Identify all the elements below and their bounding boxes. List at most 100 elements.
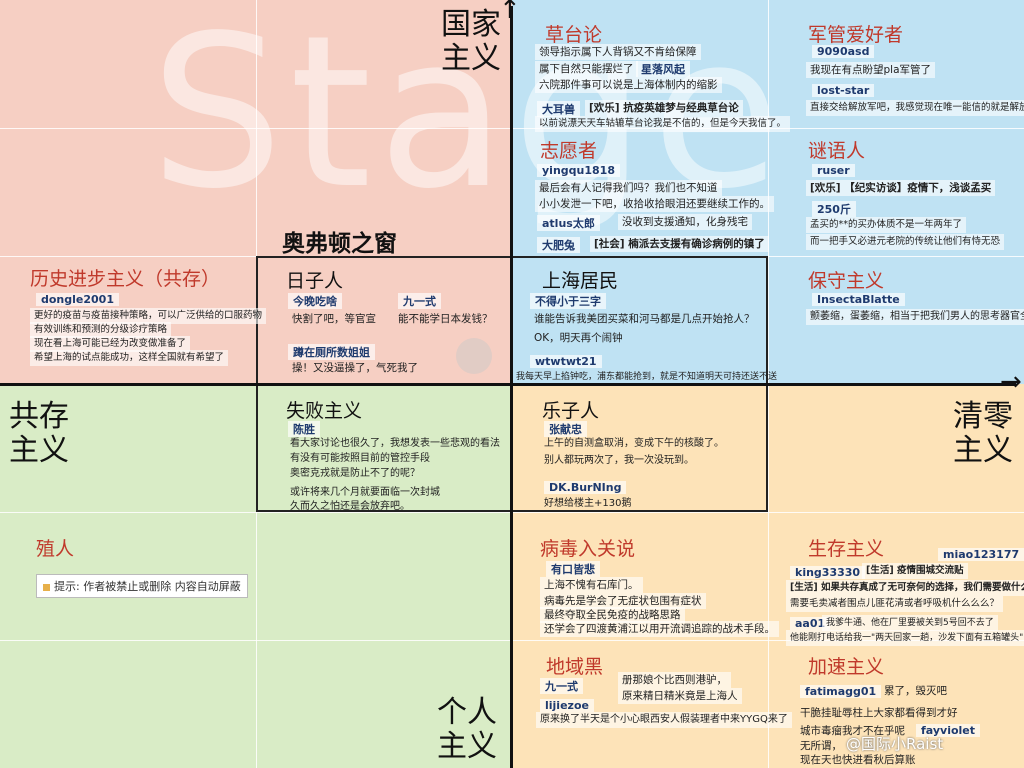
quote-text: 现在看上海可能已经为改变做准备了 (30, 336, 191, 352)
section-title-daily: 日子人 (286, 270, 344, 292)
axis-label-right: 清零主义 (953, 399, 1013, 468)
username: 蹲在厕所数姐姐 (288, 344, 375, 360)
axis-label-bottom: 个人主义 (437, 695, 497, 764)
quote-text: 属下自然只能摆烂了 (535, 61, 638, 77)
quote-text: 无所谓， (800, 740, 842, 752)
quote-text: 谁能告诉我美团买菜和河马都是几点开始抢人？ (534, 313, 755, 325)
username: fatimagg01 (800, 685, 882, 698)
quote-text: 上海不愧有石库门。 (540, 577, 643, 593)
quote-text: 我每天早上掐钟吃，浦东都能抢到，就是不知道明天可持还送不送 (516, 372, 778, 382)
post-title: [欢乐] 抗疫英雄梦与经典草台论 (585, 100, 743, 116)
quote-text: 或许将来几个月就要面临一次封城 (290, 487, 440, 498)
username: 大肥兔 (537, 237, 580, 253)
quote-text: 以前说漂天天车轱辘草台论我是不信的，但是今天我信了。 (535, 116, 791, 132)
quote-text: 直接交给解放军吧，我感觉现在唯一能信的就是解放军了 (806, 100, 1024, 116)
username: fayviolet (916, 724, 981, 737)
quote-text: 快割了吧，等官宣 (292, 313, 376, 325)
username: wtwtwt21 (530, 355, 602, 368)
quote-text: 干脆挂耻辱柱上大家都看得到才好 (800, 707, 958, 719)
username: ruser (812, 164, 855, 177)
quote-text: 没收到支援通知，化身残宅 (618, 214, 752, 230)
quote-text: [社会] 楠派去支援有确诊病例的镇了 (590, 236, 769, 252)
username: aa01 (790, 617, 831, 630)
username: yingqu1818 (537, 164, 620, 177)
quote-text: 久而久之怕还是会放弃吧。 (290, 501, 410, 512)
username: 250斤 (812, 201, 856, 217)
section-title-region: 地域黑 (546, 656, 604, 678)
quote-text: 孟买的**的买办体质不是一年两年了 (806, 217, 967, 233)
quote-text: 有效训练和预测的分级诊疗策略 (30, 322, 172, 338)
quote-text: 还学会了四渡黄浦江以用开流调追踪的战术手段。 (540, 621, 779, 637)
username: 今晚吃啥 (288, 293, 342, 309)
section-title-history: 历史进步主义（共存） (30, 268, 221, 290)
axis-label-top: 国家主义 (441, 7, 501, 76)
username: king33330 (790, 566, 866, 579)
username: 陈胜 (288, 421, 320, 437)
tip-text: 提示: 作者被禁止或删除 内容自动屏蔽 (54, 580, 241, 593)
quote-text: 小小发泄一下吧，收拾收拾眼泪还要继续工作的。 (535, 196, 774, 212)
username: 有口皆悲 (546, 561, 600, 577)
quote-text: 领导指示属下人背锅又不肯给保障 (535, 44, 701, 60)
quote-text: 有没有可能按照目前的管控手段 (290, 453, 430, 464)
username: 不得小于三字 (530, 293, 606, 309)
emblem-icon (456, 338, 492, 374)
section-title-military: 军管爱好者 (808, 24, 904, 46)
axis-label-left: 共存主义 (9, 399, 69, 468)
username: 9090asd (812, 45, 875, 58)
username: dongle2001 (36, 293, 119, 306)
username: miao123177 (938, 548, 1024, 561)
up-arrow-icon: ↑ (499, 0, 521, 25)
username: 星落风起 (636, 61, 690, 77)
quote-text: 看大家讨论也很久了，我想发表一些悲观的看法 (290, 438, 500, 449)
quote-text: OK，明天再个闹钟 (534, 332, 623, 344)
username: 九一式 (398, 293, 441, 309)
quote-text: 操！又没逼操了，气死我了 (292, 362, 418, 374)
username: 张献忠 (544, 421, 587, 437)
info-icon (43, 583, 50, 591)
quote-text: 六院那件事可以说是上海体制内的缩影 (535, 77, 722, 93)
section-title-riddle: 谜语人 (808, 140, 866, 162)
quote-text: 病毒先是学会了无症状包围有症状 (540, 593, 706, 609)
section-title-colonial: 殖人 (36, 538, 75, 560)
post-title: [欢乐] 【纪实访谈】疫情下，浅谈孟买 (806, 180, 996, 196)
section-title-survival: 生存主义 (808, 538, 885, 560)
quote-text: 现在天也快进看秋后算账 (800, 754, 916, 766)
username: DK.BurNIng (544, 481, 627, 494)
quote-text: 而一把手又必进元老院的传统让他们有恃无恐 (806, 234, 1005, 250)
blocked-content-tip: 提示: 作者被禁止或删除 内容自动屏蔽 (36, 574, 248, 598)
quote-text: 他能刚打电话给我一"两天回家一趟，沙发下面有五箱罐头" (786, 630, 1024, 646)
quote-text: 上午的自测盒取消，变成下午的核酸了。 (544, 438, 724, 449)
section-title-accel: 加速主义 (808, 656, 885, 678)
quote-text: 好想给楼主+130鹅 (544, 498, 632, 509)
horizontal-axis (0, 383, 1016, 386)
username: 大耳兽 (537, 101, 580, 117)
section-title-volunteer: 志愿者 (540, 140, 598, 162)
username: InsectaBlatte (812, 293, 905, 306)
overton-window-title: 奥弗顿之窗 (282, 231, 397, 257)
quote-text: 我爹牛通、他在厂里要被关到5号回不去了 (822, 615, 998, 631)
quote-text: 累了，毁灭吧 (884, 685, 947, 697)
quote-text: 最终夺取全民免疫的战略思路 (540, 607, 685, 623)
username: atlus太郎 (537, 215, 600, 231)
right-arrow-icon: → (1000, 367, 1022, 397)
quote-text: 更好的疫苗与疫苗接种策略，可以广泛供给的口服药物 (30, 308, 267, 324)
section-title-conservative: 保守主义 (808, 270, 885, 292)
section-title-fun: 乐子人 (542, 400, 600, 422)
quote-text: 能不能学日本发钱？ (398, 313, 493, 325)
vertical-axis (510, 6, 513, 768)
section-title-shanghai: 上海居民 (542, 270, 619, 292)
quote-text: 别人都玩两次了，我一次没玩到。 (544, 455, 694, 466)
section-title-virus: 病毒入关说 (540, 538, 636, 560)
quote-text: 原来精日精米竟是上海人 (618, 688, 742, 704)
quote-text: 颤萎缩，蛋萎缩，相当于把我们男人的思考器官全废了 (806, 309, 1024, 325)
section-title-grass: 草台论 (545, 24, 603, 46)
post-title: [生活] 疫情围城交流贴 (862, 563, 968, 579)
section-title-failure: 失败主义 (286, 400, 363, 422)
post-title: [生活] 如果共存真成了无可奈何的选择，我们需要做什么准备？ (786, 580, 1024, 596)
quote-text: 奥密克戎就是防止不了的呢？ (290, 468, 420, 479)
weibo-watermark: @国际小Raist (846, 735, 944, 753)
quote-text: 需要毛卖减者围点儿匪花清或者呼吸机什么么么？ (786, 596, 1004, 612)
username: lijiezoe (540, 699, 594, 712)
quote-text: 册那娘个比西则港驴， (618, 672, 731, 688)
quote-text: 最后会有人记得我们吗？我们也不知道 (535, 180, 722, 196)
